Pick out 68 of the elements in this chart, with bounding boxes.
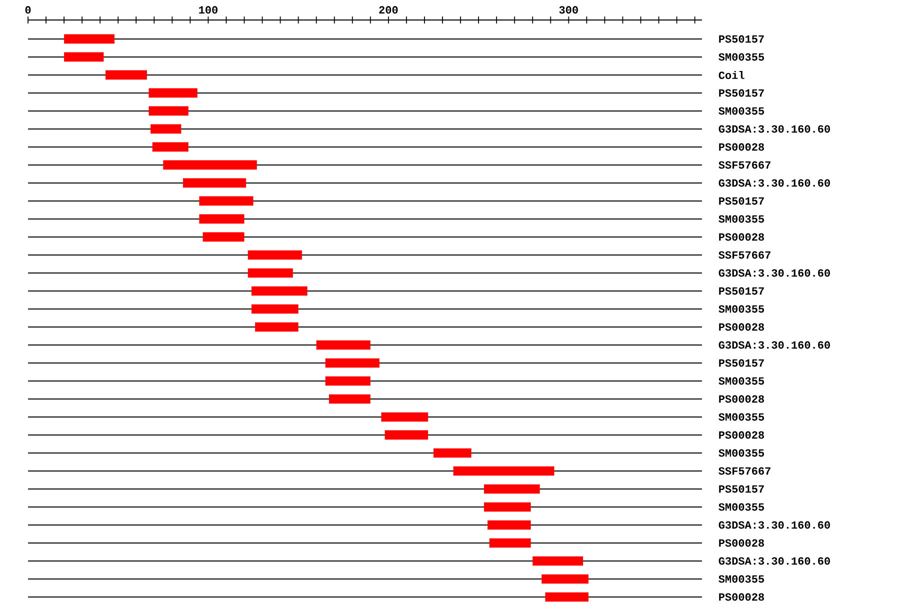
bar (255, 322, 298, 332)
y-tick-label: G3DSA:3.30.160.60 (718, 557, 830, 565)
bar (248, 250, 302, 260)
bar (325, 358, 380, 368)
y-tick-label: SM00355 (718, 305, 764, 313)
y-tick-label: SM00355 (718, 107, 764, 115)
bar (182, 178, 246, 188)
bar (316, 340, 370, 350)
bar (150, 124, 182, 134)
bar (202, 232, 244, 242)
bar (384, 430, 428, 440)
x-tick-label: 300 (559, 6, 578, 14)
y-tick-label: PS50157 (719, 485, 764, 493)
bar (251, 304, 298, 314)
x-tick-label: 200 (379, 6, 398, 14)
bar (484, 484, 540, 494)
x-tick-label: 0 (25, 6, 31, 14)
y-tick-label: PS00028 (719, 431, 764, 439)
bar (148, 88, 198, 98)
bar (199, 196, 254, 206)
bar (484, 502, 531, 512)
y-tick-label: G3DSA:3.30.160.60 (718, 341, 830, 349)
y-tick-label: SSF57667 (718, 251, 770, 259)
y-tick-label: PS00028 (719, 233, 764, 241)
y-tick-label: G3DSA:3.30.160.60 (718, 179, 830, 187)
y-tick-label: PS50157 (719, 89, 764, 97)
y-tick-label: PS50157 (719, 359, 764, 367)
bar (163, 160, 257, 170)
y-tick-label: SSF57667 (718, 467, 770, 475)
bar (328, 394, 370, 404)
y-tick-label: SM00355 (718, 53, 764, 61)
bar (453, 466, 554, 476)
bar (489, 538, 531, 548)
bar (199, 214, 244, 224)
bar (148, 106, 188, 116)
bar (325, 376, 370, 386)
y-tick-label: SM00355 (718, 413, 764, 421)
y-tick-label: SM00355 (718, 215, 764, 223)
bar (106, 70, 147, 80)
y-tick-label: SM00355 (718, 503, 764, 511)
y-tick-label: G3DSA:3.30.160.60 (718, 521, 830, 529)
y-tick-label: PS00028 (719, 395, 764, 403)
bar (433, 448, 472, 458)
y-tick-label: SSF57667 (718, 161, 770, 169)
y-tick-label: PS50157 (719, 287, 764, 295)
bar (488, 520, 531, 530)
y-tick-label: SM00355 (718, 449, 764, 457)
bar (381, 412, 428, 422)
bar (251, 286, 308, 296)
y-tick-label: Coil (718, 70, 744, 80)
bar (152, 142, 188, 152)
bar (64, 52, 104, 62)
y-tick-label: PS00028 (719, 143, 764, 151)
bar (64, 34, 115, 44)
bar (248, 268, 293, 278)
bar (532, 556, 584, 566)
y-tick-label: PS00028 (719, 323, 764, 331)
y-tick-label: G3DSA:3.30.160.60 (718, 269, 830, 277)
bar (545, 592, 588, 602)
y-tick-label: G3DSA:3.30.160.60 (718, 125, 830, 133)
y-tick-label: PS00028 (719, 539, 764, 547)
y-tick-label: PS00028 (719, 593, 764, 601)
y-tick-label: PS50157 (719, 197, 764, 205)
y-tick-label: SM00355 (718, 377, 764, 385)
bar (542, 574, 588, 584)
y-tick-label: SM00355 (718, 575, 764, 583)
y-tick-label: PS50157 (719, 35, 764, 43)
x-tick-label: 100 (199, 6, 218, 14)
